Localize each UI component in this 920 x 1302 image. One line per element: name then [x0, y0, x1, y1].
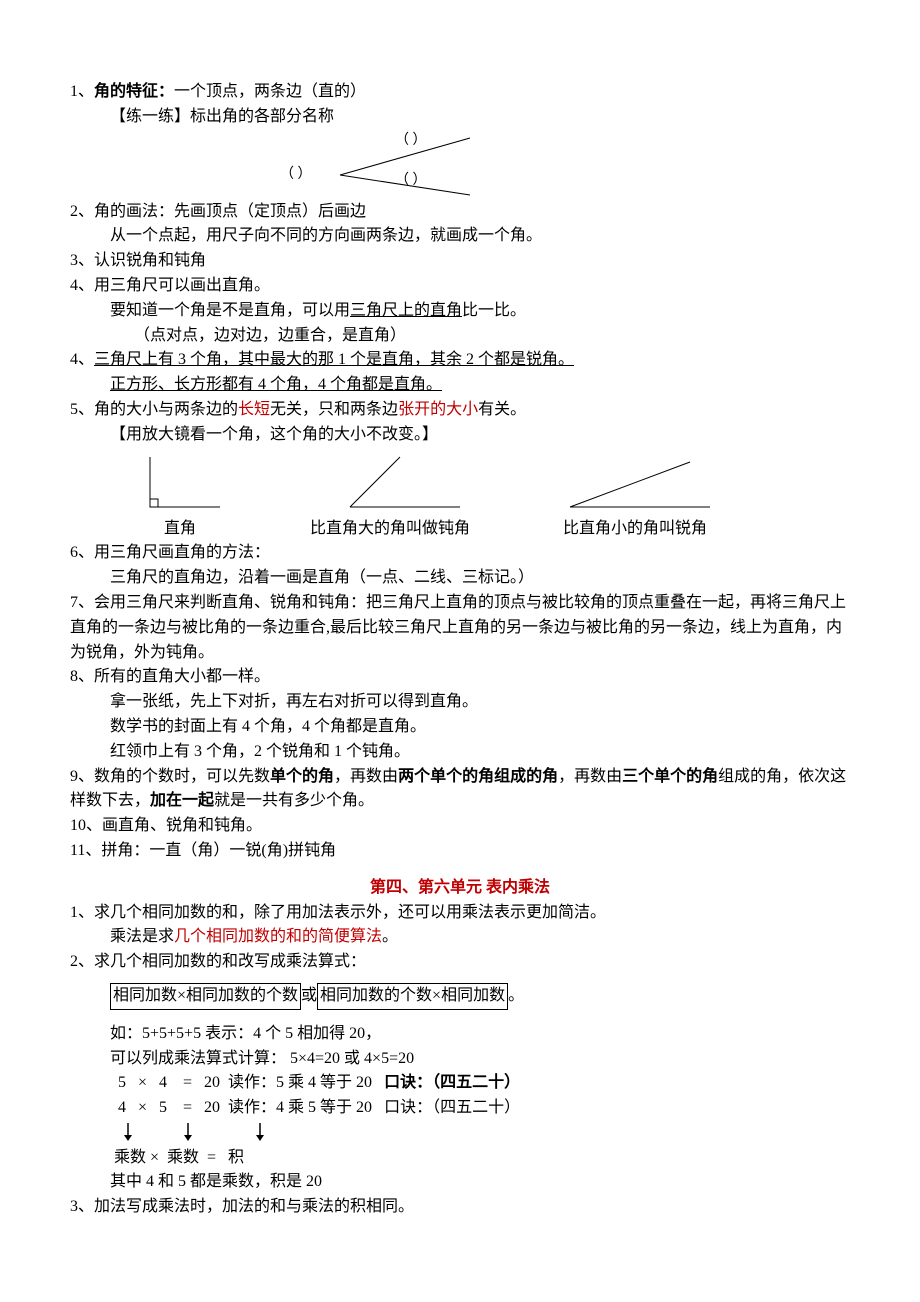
mult-example: 如：5+5+5+5 表示：4 个 5 相加得 20， 可以列成乘法算式计算： 5…	[110, 1022, 850, 1196]
acute-angle-label: 比直角小的角叫锐角	[550, 517, 720, 542]
angle-item-4a: 4、用三角尺可以画出直角。	[70, 274, 850, 299]
angle-item-8-l4: 红领巾上有 3 个角，2 个锐角和 1 个钝角。	[70, 740, 850, 765]
text: 一个顶点，两条边（直的）	[174, 83, 366, 100]
num: 5、	[70, 401, 94, 418]
angle-item-11: 11、拼角：一直（角）一锐(角)拼钝角	[70, 839, 850, 864]
angle-item-4b-l2: 正方形、长方形都有 4 个角，4 个角都是直角。	[70, 373, 850, 398]
angle-diagram: （ ） （ ） （ ）	[270, 130, 850, 200]
num: 9、	[70, 768, 94, 785]
ex-l1: 如：5+5+5+5 表示：4 个 5 相加得 20，	[110, 1022, 850, 1047]
angle-item-10: 10、画直角、锐角和钝角。	[70, 814, 850, 839]
angle-item-9: 9、数角的个数时，可以先数单个的角，再数由两个单个的角组成的角，再数由三个单个的…	[70, 765, 850, 815]
angle-item-4a-l3: （点对点，边对边，边重合，是直角）	[70, 324, 850, 349]
num: 7、	[70, 594, 94, 611]
ex-row1: 5 × 4 = 20 读作：5 乘 4 等于 20 口诀：（四五二十）	[110, 1071, 850, 1096]
label: 角的特征：	[94, 83, 174, 100]
ex-note: 其中 4 和 5 都是乘数，积是 20	[110, 1170, 850, 1195]
text: 认识锐角和钝角	[94, 252, 206, 269]
num: 6、	[70, 544, 94, 561]
num: 3、	[70, 1198, 94, 1215]
angle-item-2: 2、角的画法：先画顶点（定顶点）后画边	[70, 200, 850, 225]
right-angle-label: 直角	[130, 517, 230, 542]
section-mult-title: 第四、第六单元 表内乘法	[70, 876, 850, 901]
angle-types-diagram: 直角 比直角大的角叫做钝角 比直角小的角叫锐角	[130, 452, 850, 542]
angle-item-7: 7、会用三角尺来判断直角、锐角和钝角：把三角尺上直角的顶点与被比较角的顶点重叠在…	[70, 591, 850, 665]
num: 10、	[70, 817, 102, 834]
ex-labels: 乘数 × 乘数 = 积	[110, 1146, 850, 1171]
num: 2、	[70, 203, 94, 220]
mult-item-1: 1、求几个相同加数的和，除了用加法表示外，还可以用乘法表示更加简洁。	[70, 901, 850, 926]
angle-item-1: 1、角的特征：一个顶点，两条边（直的）	[70, 80, 850, 105]
num: 1、	[70, 83, 94, 100]
text: 角的画法：先画顶点（定顶点）后画边	[94, 203, 366, 220]
angle-item-4b: 4、三角尺上有 3 个角，其中最大的那 1 个是直角，其余 2 个都是锐角。	[70, 348, 850, 373]
down-arrows	[110, 1121, 850, 1146]
practice-label: 【练一练】标出角的各部分名称	[70, 105, 850, 130]
angle-item-8-l2: 拿一张纸，先上下对折，再左右对折可以得到直角。	[70, 690, 850, 715]
mult-item-2: 2、求几个相同加数的和改写成乘法算式：	[70, 950, 850, 975]
mult-item-2-boxes: 相同加数×相同加数的个数或相同加数的个数×相同加数。	[70, 983, 850, 1010]
svg-text:（ ）: （ ）	[395, 132, 427, 148]
angle-item-5-l2: 【用放大镜看一个角，这个角的大小不改变。】	[70, 423, 850, 448]
obtuse-angle-label: 比直角大的角叫做钝角	[310, 517, 470, 542]
ex-row2: 4 × 5 = 20 读作：4 乘 5 等于 20 口诀：（四五二十）	[110, 1096, 850, 1121]
angle-item-8: 8、所有的直角大小都一样。	[70, 665, 850, 690]
num: 8、	[70, 668, 94, 685]
mult-item-1-l2: 乘法是求几个相同加数的和的简便算法。	[70, 925, 850, 950]
num: 2、	[70, 953, 94, 970]
ex-l2: 可以列成乘法算式计算： 5×4=20 或 4×5=20	[110, 1047, 850, 1072]
angle-item-6-l2: 三角尺的直角边，沿着一画是直角（一点、二线、三标记。）	[70, 566, 850, 591]
mult-item-3: 3、加法写成乘法时，加法的和与乘法的积相同。	[70, 1195, 850, 1220]
angle-item-3: 3、认识锐角和钝角	[70, 249, 850, 274]
num: 11、	[70, 842, 101, 859]
num: 3、	[70, 252, 94, 269]
num: 1、	[70, 904, 94, 921]
angle-item-2-sub: 从一个点起，用尺子向不同的方向画两条边，就画成一个角。	[70, 224, 850, 249]
angle-item-8-l3: 数学书的封面上有 4 个角，4 个角都是直角。	[70, 715, 850, 740]
angle-item-4a-l2: 要知道一个角是不是直角，可以用三角尺上的直角比一比。	[70, 299, 850, 324]
angle-item-5: 5、角的大小与两条边的长短无关，只和两条边张开的大小有关。	[70, 398, 850, 423]
text: 三角尺上有 3 个角，其中最大的那 1 个是直角，其余 2 个都是锐角。	[94, 351, 574, 368]
angle-item-6: 6、用三角尺画直角的方法：	[70, 541, 850, 566]
svg-text:（ ）: （ ）	[280, 166, 312, 182]
svg-text:（ ）: （ ）	[395, 172, 427, 188]
num: 4、	[70, 351, 94, 368]
text: 用三角尺可以画出直角。	[94, 277, 270, 294]
num: 4、	[70, 277, 94, 294]
